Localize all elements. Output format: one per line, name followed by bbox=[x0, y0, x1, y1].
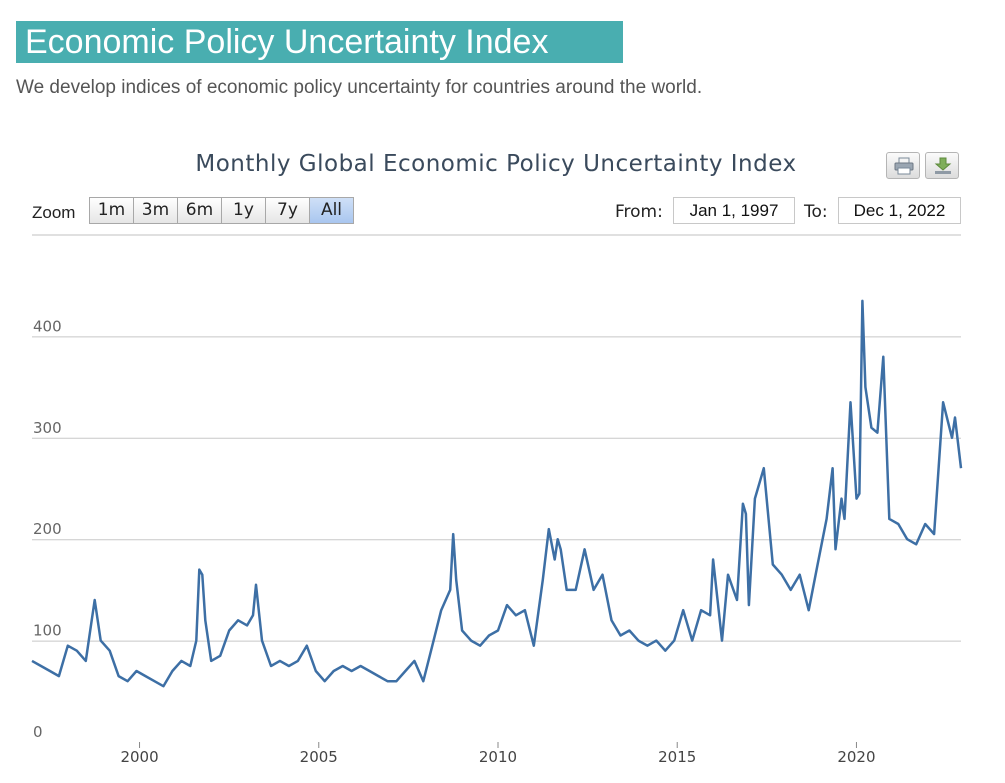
x-tick-label: 2010 bbox=[479, 748, 517, 766]
to-date-input[interactable]: Dec 1, 2022 bbox=[838, 197, 961, 224]
download-icon bbox=[934, 157, 952, 174]
zoom-label: Zoom bbox=[32, 203, 76, 222]
zoom-button-group: 1m 3m 6m 1y 7y All bbox=[89, 197, 354, 224]
printer-icon bbox=[894, 157, 914, 175]
zoom-7y-button[interactable]: 7y bbox=[265, 197, 310, 224]
page-title: Economic Policy Uncertainty Index bbox=[25, 23, 549, 61]
y-tick-label: 100 bbox=[33, 622, 62, 640]
x-tick-label: 2020 bbox=[837, 748, 875, 766]
zoom-1y-button[interactable]: 1y bbox=[221, 197, 266, 224]
download-button[interactable] bbox=[925, 152, 959, 179]
y-tick-label: 200 bbox=[33, 520, 62, 538]
page-tagline: We develop indices of economic policy un… bbox=[16, 77, 703, 98]
x-tick-label: 2000 bbox=[120, 748, 158, 766]
zoom-6m-button[interactable]: 6m bbox=[177, 197, 222, 224]
to-label: To: bbox=[804, 202, 828, 222]
from-date-input[interactable]: Jan 1, 1997 bbox=[673, 197, 795, 224]
zoom-3m-button[interactable]: 3m bbox=[133, 197, 178, 224]
chart-title: Monthly Global Economic Policy Uncertain… bbox=[195, 151, 797, 177]
print-button[interactable] bbox=[886, 152, 920, 179]
y-tick-label: 400 bbox=[33, 317, 62, 335]
x-tick-label: 2015 bbox=[658, 748, 696, 766]
from-label: From: bbox=[615, 202, 663, 222]
x-tick-label: 2005 bbox=[300, 748, 338, 766]
zoom-1m-button[interactable]: 1m bbox=[89, 197, 134, 224]
series-line bbox=[31, 299, 963, 688]
zoom-all-button[interactable]: All bbox=[309, 197, 354, 224]
y-tick-label: 300 bbox=[33, 419, 62, 437]
y-tick-label: 0 bbox=[33, 723, 43, 741]
page-banner: Economic Policy Uncertainty Index bbox=[16, 21, 623, 63]
